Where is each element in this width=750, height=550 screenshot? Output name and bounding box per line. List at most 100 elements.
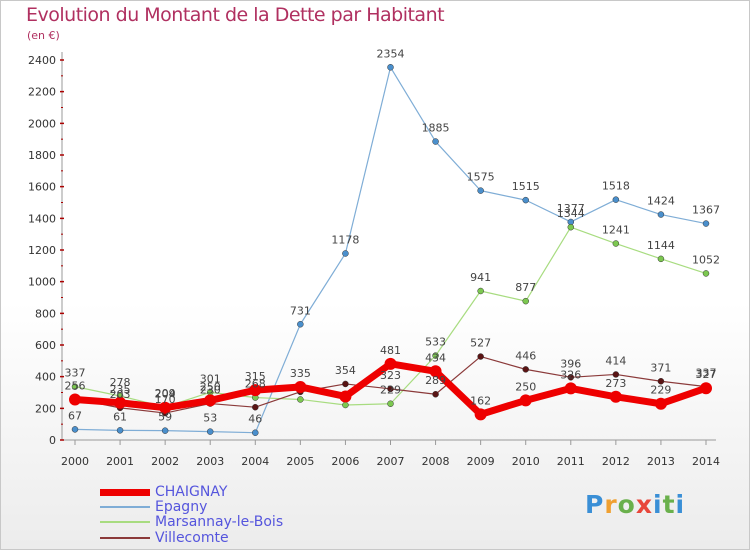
data-point [477,187,484,194]
data-label: 230 [200,384,221,397]
legend-label: Villecomte [155,530,229,546]
x-tick-label: 2014 [692,455,720,468]
data-label: 1885 [422,122,450,135]
data-point [252,429,259,436]
data-point [114,396,127,409]
data-label: 414 [605,354,626,367]
legend-label: Epagny [155,499,208,515]
y-tick-label: 800 [35,307,56,320]
data-label: 1241 [602,224,630,237]
legend-swatch [100,506,150,508]
data-label: 337 [696,367,717,380]
data-label: 256 [65,379,86,392]
data-label: 2354 [377,47,405,60]
data-point [116,427,124,434]
data-label: 67 [68,409,82,422]
data-label: 273 [605,377,626,390]
y-tick-label: 200 [35,402,56,415]
data-label: 533 [425,336,446,349]
data-point [477,287,484,295]
data-point [519,394,532,407]
data-label: 327 [696,368,717,381]
y-tick-label: 1000 [28,276,56,289]
x-tick-label: 2000 [61,455,89,468]
data-point [612,371,620,378]
data-point [161,427,169,434]
x-tick-label: 2006 [331,455,359,468]
data-label: 268 [245,378,266,391]
data-label: 53 [203,412,217,425]
y-tick-label: 600 [35,339,56,352]
legend-swatch [100,489,150,496]
x-tick-label: 2009 [467,455,495,468]
data-point [387,385,394,393]
data-label: 323 [380,369,401,382]
data-point [567,374,575,381]
data-label: 278 [110,376,131,389]
data-label: 46 [248,413,262,426]
data-point [342,250,349,257]
data-point [474,408,487,421]
data-point [657,211,665,218]
data-label: 337 [65,367,86,380]
data-label: 209 [155,387,176,400]
legend-label: Marsannay-le-Bois [155,514,284,530]
x-tick-label: 2003 [196,455,224,468]
data-label: 1367 [692,204,720,217]
data-point [206,428,214,435]
data-point [702,270,710,277]
data-label: 1144 [647,239,675,252]
data-point [387,400,394,407]
data-label: 170 [155,393,176,406]
data-label: 301 [200,372,221,385]
data-label: 1178 [331,233,359,246]
data-label: 941 [470,271,491,284]
chart-subtitle: (en €) [27,29,60,42]
data-point [339,390,352,403]
data-label: 396 [560,357,581,370]
data-label: 61 [113,410,127,423]
chart-title: Evolution du Montant de la Dette par Hab… [26,4,445,26]
data-label: 354 [335,364,356,377]
data-point [252,403,259,411]
x-tick-label: 2002 [151,455,179,468]
x-tick-label: 2004 [241,455,269,468]
x-tick-label: 2010 [512,455,540,468]
data-point [384,357,397,370]
data-point [432,352,439,359]
data-point [71,383,79,390]
data-point [522,297,529,305]
data-point [204,394,217,407]
x-tick-label: 2005 [286,455,314,468]
data-point [432,138,439,145]
data-label: 250 [200,380,221,393]
x-tick-label: 2011 [557,455,585,468]
y-tick-label: 1200 [28,244,56,257]
data-label: 326 [560,368,581,381]
data-point [657,255,665,263]
y-tick-label: 0 [49,434,56,447]
proxiti-logo: Proxiti [585,490,686,519]
data-label: 1424 [647,195,675,208]
data-label: 877 [515,281,536,294]
data-label: 235 [110,383,131,396]
data-label: 229 [380,384,401,397]
data-point [342,380,349,388]
data-label: 731 [290,304,311,317]
data-point [522,196,529,204]
data-label: 335 [290,367,311,380]
y-tick-label: 2200 [28,86,56,99]
data-point [609,390,622,403]
data-label: 229 [650,384,671,397]
data-point [249,384,262,397]
data-label: 434 [425,351,446,364]
data-point [522,366,529,373]
x-tick-label: 2001 [106,455,134,468]
y-tick-label: 1600 [28,181,56,194]
data-label: 315 [245,370,266,383]
data-label: 1052 [692,253,720,266]
data-point [159,401,172,414]
data-label: 1575 [467,171,495,184]
data-label: 371 [650,361,671,374]
